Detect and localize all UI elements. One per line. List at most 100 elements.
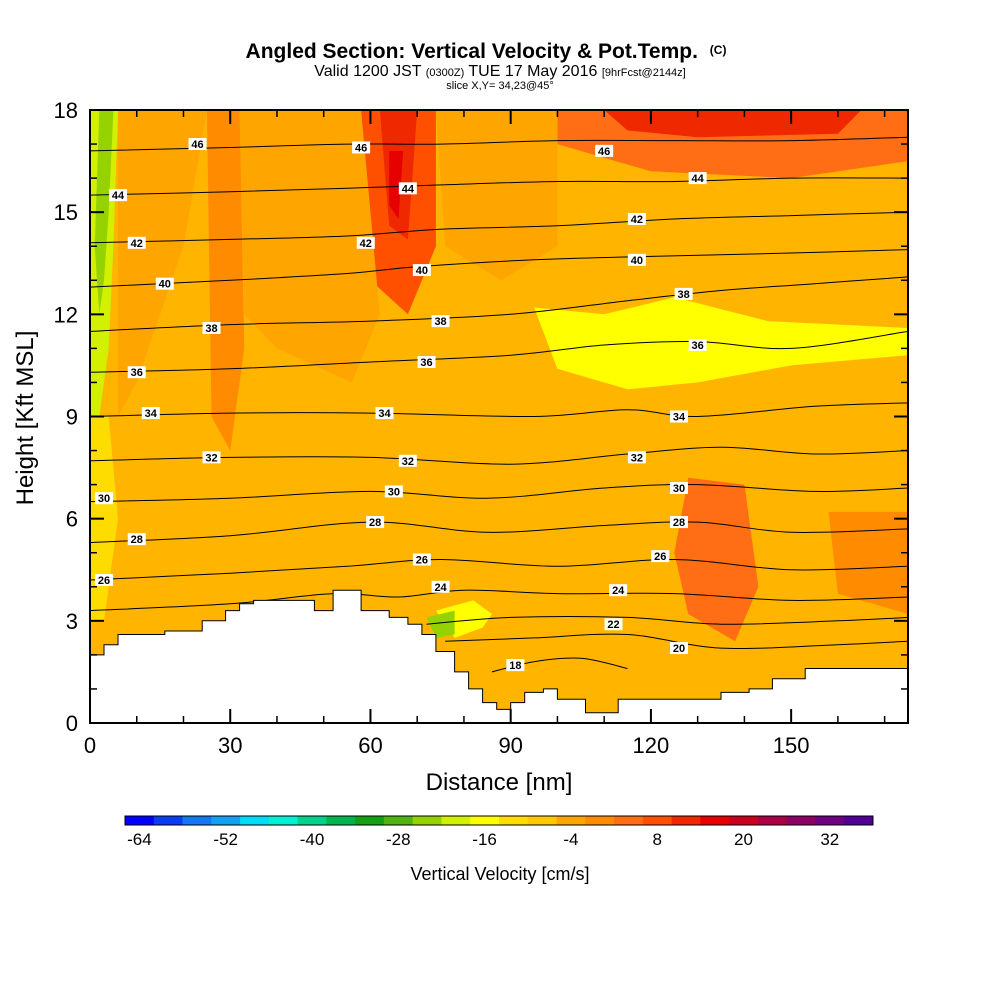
chart-title: Angled Section: Vertical Velocity & Pot.… xyxy=(246,40,727,63)
colorbar-swatch xyxy=(211,816,241,825)
colorbar-swatch xyxy=(614,816,644,825)
colorbar-swatch xyxy=(729,816,759,825)
contour-label: 32 xyxy=(398,454,417,468)
contour-label-text: 42 xyxy=(131,238,143,250)
colorbar-tick-label: 32 xyxy=(820,830,839,849)
contour-label-text: 28 xyxy=(673,517,685,529)
contour-label-box xyxy=(669,516,688,529)
x-axis-title: Distance [nm] xyxy=(426,769,573,796)
subtitle-part-1: Valid 1200 JST xyxy=(314,63,425,80)
contour-label: 42 xyxy=(127,236,146,250)
contour-label-text: 42 xyxy=(631,214,643,226)
colorbar-swatch xyxy=(326,816,356,825)
contour-label: 32 xyxy=(202,451,221,464)
colorbar-swatch xyxy=(182,816,212,825)
velocity-region-16 xyxy=(239,110,380,383)
theta-contour-22 xyxy=(426,616,908,625)
contour-label-text: 38 xyxy=(205,323,217,335)
velocity-region-12 xyxy=(604,110,862,138)
contour-label-text: 44 xyxy=(692,173,705,185)
contour-label-text: 34 xyxy=(673,412,686,424)
subtitle-part-4: [9hrFcst@2144z] xyxy=(602,67,686,79)
contour-label-box xyxy=(627,451,646,464)
theta-contour-20 xyxy=(445,633,908,650)
chart-subtitle: Valid 1200 JST (0300Z) TUE 17 May 2016 [… xyxy=(314,63,686,80)
contour-label: 24 xyxy=(431,580,450,594)
contour-label: 42 xyxy=(627,212,646,226)
contour-label-box xyxy=(95,492,114,505)
contour-label: 46 xyxy=(188,138,207,151)
contour-label-text: 30 xyxy=(98,493,110,505)
contour-label-box xyxy=(141,407,160,420)
colorbar-swatch xyxy=(383,816,414,825)
contour-label-box xyxy=(688,172,707,185)
colorbar-swatch xyxy=(153,816,183,825)
x-tick-label: 120 xyxy=(633,733,670,758)
contour-label: 26 xyxy=(95,573,114,587)
contour-label: 44 xyxy=(688,172,707,185)
contour-label-box xyxy=(398,454,417,467)
contour-label-text: 42 xyxy=(360,238,372,250)
colorbar-tick-label: -4 xyxy=(563,830,578,849)
contour-label-text: 40 xyxy=(416,265,428,277)
theta-contour-26 xyxy=(90,558,908,581)
contour-label-box xyxy=(366,516,385,529)
x-tick-label: 150 xyxy=(773,733,810,758)
contour-label: 28 xyxy=(669,516,688,529)
colorbar-swatch xyxy=(527,816,557,825)
y-tick-label: 6 xyxy=(66,507,78,532)
contour-label-text: 20 xyxy=(673,643,685,655)
theta-contours xyxy=(90,136,908,673)
contour-label-box xyxy=(412,553,431,566)
colorbar-swatch xyxy=(412,816,442,825)
contour-label: 40 xyxy=(412,264,431,277)
terrain-mask xyxy=(89,589,909,724)
contour-label-box xyxy=(375,407,394,420)
contour-label-box xyxy=(669,482,688,495)
contour-label-box xyxy=(188,138,207,151)
theta-contour-42 xyxy=(90,211,908,244)
velocity-region-17 xyxy=(435,110,558,281)
colorbar-swatch xyxy=(700,816,730,825)
contour-label-box xyxy=(627,212,646,225)
subtitle-part-2: (0300Z) xyxy=(426,67,465,79)
contour-label-box xyxy=(202,451,221,464)
contour-label: 28 xyxy=(366,516,385,529)
contour-label: 38 xyxy=(674,287,693,301)
theta-contour-34 xyxy=(90,402,908,418)
contour-label-box xyxy=(651,550,670,563)
contour-label: 36 xyxy=(688,338,707,352)
contour-label-text: 22 xyxy=(607,619,619,631)
colorbar-swatch xyxy=(470,816,500,825)
x-tick-label: 60 xyxy=(358,733,382,758)
x-tick-label: 90 xyxy=(498,733,522,758)
contour-label: 38 xyxy=(431,315,450,328)
contour-label-text: 46 xyxy=(191,139,203,151)
theta-contour-28 xyxy=(90,521,908,543)
colorbar-swatch xyxy=(268,816,299,825)
velocity-region-10 xyxy=(389,150,404,219)
theta-contour-38 xyxy=(90,276,908,332)
theta-contour-40 xyxy=(90,249,908,288)
velocity-region-4 xyxy=(426,610,455,638)
colorbar-tick-label: -64 xyxy=(127,830,152,849)
contour-label: 44 xyxy=(109,189,128,202)
contour-label: 26 xyxy=(412,553,431,567)
contour-label: 28 xyxy=(127,533,146,546)
theta-contour-44 xyxy=(90,177,908,196)
contour-label-text: 44 xyxy=(402,183,415,195)
contour-label-box xyxy=(127,236,146,249)
contour-label-box xyxy=(202,321,221,334)
contour-label-box xyxy=(95,573,114,586)
colorbar-tick-label: 8 xyxy=(652,830,661,849)
contour-label-box xyxy=(412,264,431,277)
contour-label: 34 xyxy=(141,407,160,420)
contour-label-text: 36 xyxy=(692,340,704,352)
colorbar-frame xyxy=(124,815,874,826)
velocity-region-15 xyxy=(118,110,207,417)
theta-contour-46 xyxy=(90,136,908,152)
theta-contour-24 xyxy=(90,589,908,612)
contour-label-box xyxy=(155,277,174,290)
